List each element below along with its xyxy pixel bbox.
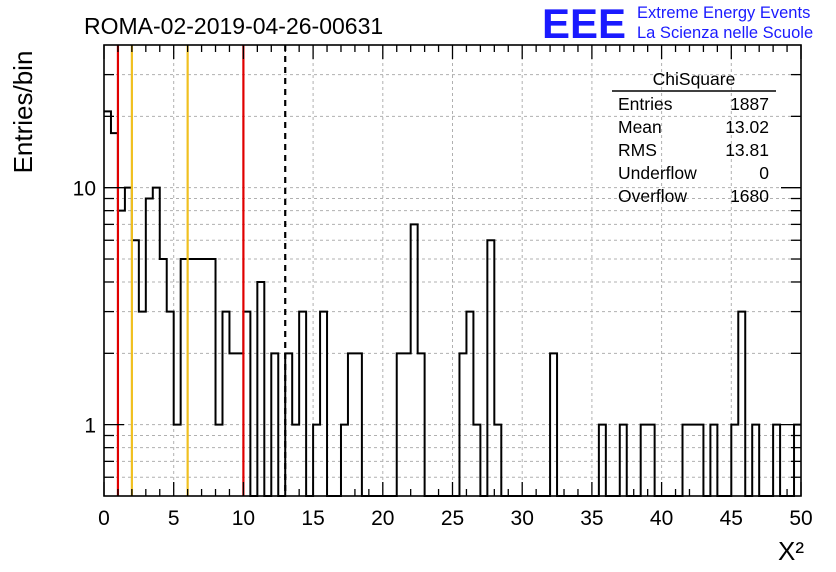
logo-line2: La Scienza nelle Scuole xyxy=(637,24,813,42)
x-tick-label: 35 xyxy=(580,507,603,530)
histogram-bin xyxy=(738,312,745,496)
stats-title: ChiSquare xyxy=(653,69,736,89)
histogram-bin xyxy=(209,259,216,496)
stats-label-mean: Mean xyxy=(618,117,662,137)
chart-title: ROMA-02-2019-04-26-00631 xyxy=(84,13,383,39)
histogram-bin xyxy=(153,188,160,496)
x-tick-label: 10 xyxy=(232,507,255,530)
logo-line1: Extreme Energy Events xyxy=(637,4,810,22)
histogram-bin xyxy=(202,259,209,496)
x-axis-title: X² xyxy=(778,536,804,566)
x-tick-label: 40 xyxy=(650,507,673,530)
stats-value-mean: 13.02 xyxy=(725,117,769,137)
histogram-bin xyxy=(160,259,167,496)
x-tick-label: 5 xyxy=(168,507,180,530)
axes-frame xyxy=(103,44,802,497)
histogram-bin xyxy=(139,312,146,496)
histogram-bin xyxy=(487,240,494,496)
histogram-bin xyxy=(299,312,306,496)
histogram-bin xyxy=(320,312,327,496)
y-tick-label: 1 xyxy=(84,415,96,438)
histogram-bin xyxy=(257,282,264,496)
stats-value-rms: 13.81 xyxy=(725,140,769,160)
logo-mark: EEE xyxy=(542,0,626,47)
x-tick-label: 45 xyxy=(720,507,743,530)
x-tick-label: 25 xyxy=(441,507,464,530)
eee-logo: EEE Extreme Energy Events La Scienza nel… xyxy=(542,0,813,47)
histogram-bin xyxy=(466,312,473,496)
grid-layer xyxy=(104,45,801,496)
histogram-bin xyxy=(195,259,202,496)
x-tick-label: 0 xyxy=(98,507,110,530)
stats-label-rms: RMS xyxy=(618,140,657,160)
y-axis-title: Entries/bin xyxy=(8,51,38,174)
histogram-bin xyxy=(104,111,111,496)
stats-label-underflow: Underflow xyxy=(618,163,697,183)
histogram-bin xyxy=(222,312,229,496)
x-tick-label: 50 xyxy=(789,507,812,530)
histogram-bin xyxy=(146,199,153,496)
stats-label-overflow: Overflow xyxy=(618,186,687,206)
stats-box: ChiSquare Entries 1887 Mean 13.02 RMS 13… xyxy=(612,69,776,206)
reference-lines xyxy=(116,45,287,496)
stats-value-entries: 1887 xyxy=(730,94,769,114)
x-tick-label: 30 xyxy=(511,507,534,530)
x-tick-label: 20 xyxy=(371,507,394,530)
stats-label-entries: Entries xyxy=(618,94,673,114)
tick-labels: 0 5 10 15 20 25 30 35 40 45 50 1 10 xyxy=(73,178,813,530)
stats-value-overflow: 1680 xyxy=(730,186,769,206)
histogram-bin xyxy=(411,224,418,496)
histogram-bin xyxy=(167,312,174,496)
stats-value-underflow: 0 xyxy=(759,163,769,183)
y-tick-label: 10 xyxy=(73,178,96,201)
x-tick-label: 15 xyxy=(301,507,324,530)
